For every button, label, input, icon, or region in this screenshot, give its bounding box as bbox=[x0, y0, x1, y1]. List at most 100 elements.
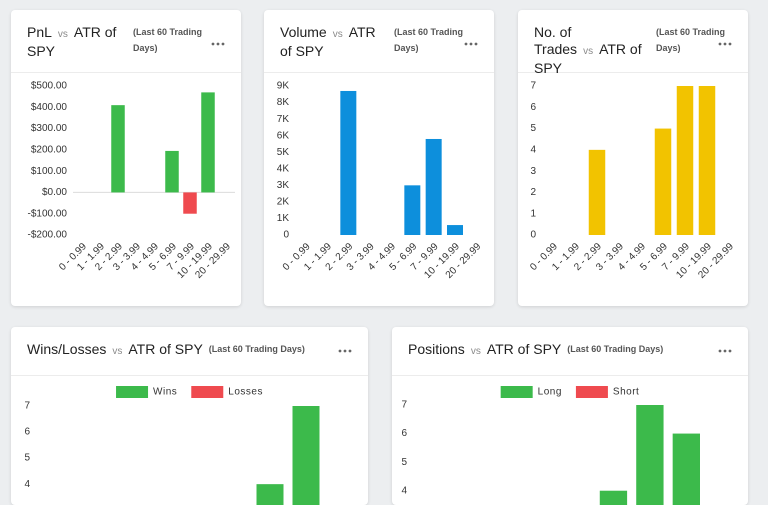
y-tick-label: 6K bbox=[277, 130, 290, 141]
chart-title-secondary: ATR of SPY bbox=[534, 41, 642, 76]
legend-swatch bbox=[500, 386, 533, 398]
chart-title: No. of Trades bbox=[534, 24, 578, 57]
y-tick-label: 7 bbox=[24, 401, 30, 412]
menu-dot bbox=[464, 42, 468, 46]
chart-subtitle: (Last 60 Trading Days) bbox=[567, 344, 664, 354]
bar bbox=[698, 86, 716, 235]
chart-subtitle: (Last 60 Trading Days) bbox=[133, 27, 203, 53]
menu-dot bbox=[338, 349, 342, 353]
card-header: No. of Trades vs ATR of SPY (Last 60 Tradin… bbox=[534, 24, 726, 77]
y-tick-label: 7 bbox=[401, 400, 407, 411]
card-header: Wins/Losses vs ATR of SPY (Last 60 Trading … bbox=[27, 341, 305, 360]
menu-dot bbox=[211, 42, 215, 46]
menu-button[interactable] bbox=[718, 42, 732, 46]
y-tick-label: 0 bbox=[530, 230, 536, 241]
menu-button[interactable] bbox=[718, 349, 732, 353]
y-tick-label: 5 bbox=[401, 457, 407, 468]
chart-title-secondary: ATR of SPY bbox=[486, 341, 562, 357]
menu-dot bbox=[221, 42, 225, 46]
title-connector: vs bbox=[57, 29, 68, 40]
y-tick-label: $0.00 bbox=[42, 187, 67, 198]
bar bbox=[599, 490, 628, 505]
y-tick-label: 6 bbox=[24, 427, 30, 438]
title-block: Wins/Losses vs ATR of SPY bbox=[27, 341, 203, 360]
menu-dot bbox=[343, 349, 347, 353]
legend: Long Short bbox=[500, 386, 639, 398]
title-connector: vs bbox=[112, 346, 123, 357]
title-connector: vs bbox=[583, 46, 594, 57]
chart-title-secondary: ATR of SPY bbox=[128, 341, 203, 357]
bar bbox=[588, 149, 606, 235]
card-header: Volume vs ATR of SPY (Last 60 Trading Days) bbox=[280, 24, 468, 60]
y-tick-label: 7 bbox=[530, 81, 536, 92]
y-tick-label: -$100.00 bbox=[28, 208, 68, 219]
menu-dot bbox=[728, 42, 732, 46]
bar bbox=[183, 192, 197, 214]
card-header-divider bbox=[518, 72, 748, 73]
y-tick-label: $100.00 bbox=[31, 166, 68, 177]
y-tick-label: $200.00 bbox=[31, 144, 68, 155]
card-header-divider bbox=[392, 375, 748, 376]
y-tick-label: 6 bbox=[401, 428, 407, 439]
chart-title: Wins/Losses bbox=[27, 341, 107, 357]
bar bbox=[256, 484, 284, 505]
chart-subtitle: (Last 60 Trading Days) bbox=[208, 344, 305, 354]
y-tick-label: 7K bbox=[277, 114, 290, 125]
legend: Wins Losses bbox=[116, 386, 263, 398]
title-block: PnL vs ATR of SPY bbox=[27, 24, 127, 60]
menu-button[interactable] bbox=[464, 42, 478, 46]
chart-title-secondary: ATR of SPY bbox=[280, 24, 376, 59]
title-connector: vs bbox=[332, 29, 343, 40]
legend-label: Losses bbox=[228, 387, 263, 398]
y-tick-label: 3 bbox=[530, 166, 536, 177]
menu-button[interactable] bbox=[211, 42, 225, 46]
y-tick-label: $500.00 bbox=[31, 81, 68, 92]
bar bbox=[425, 138, 442, 235]
menu-dot bbox=[718, 42, 722, 46]
y-tick-label: 2K bbox=[277, 197, 290, 208]
chart-title: PnL bbox=[27, 24, 52, 40]
menu-dot bbox=[723, 349, 727, 353]
title-block: Volume vs ATR of SPY bbox=[280, 24, 388, 60]
chart-subtitle: (Last 60 Trading Days) bbox=[394, 27, 464, 53]
legend-swatch bbox=[575, 386, 608, 398]
card-header-divider bbox=[11, 72, 241, 73]
bar bbox=[676, 86, 694, 235]
legend-label: Wins bbox=[153, 387, 177, 398]
menu-dot bbox=[469, 42, 473, 46]
y-tick-label: 1 bbox=[530, 208, 536, 219]
menu-button[interactable] bbox=[338, 349, 352, 353]
y-tick-label: 4 bbox=[401, 485, 407, 496]
bar bbox=[636, 405, 664, 505]
bar bbox=[201, 92, 215, 193]
bar bbox=[654, 128, 672, 235]
bar bbox=[447, 225, 463, 235]
y-tick-label: $300.00 bbox=[31, 123, 68, 134]
y-tick-label: 4K bbox=[277, 163, 290, 174]
y-tick-label: 5 bbox=[24, 453, 30, 464]
card-header: PnL vs ATR of SPY (Last 60 Trading Days) bbox=[27, 24, 219, 60]
card-header-divider bbox=[11, 375, 368, 376]
legend-swatch bbox=[191, 386, 224, 398]
bar bbox=[292, 406, 320, 505]
y-tick-label: 6 bbox=[530, 102, 536, 113]
y-tick-label: 0 bbox=[283, 230, 289, 241]
y-tick-label: $400.00 bbox=[31, 102, 68, 113]
y-tick-label: 2 bbox=[530, 187, 536, 198]
bar bbox=[165, 150, 179, 193]
y-tick-label: -$200.00 bbox=[28, 230, 68, 241]
title-block: Positions vs ATR of SPY bbox=[408, 341, 561, 360]
chart-title-secondary: ATR of SPY bbox=[27, 24, 117, 59]
legend-label: Long bbox=[538, 387, 562, 398]
y-tick-label: 5 bbox=[530, 123, 536, 134]
y-tick-label: 9K bbox=[277, 81, 290, 92]
title-block: No. of Trades vs ATR of SPY bbox=[534, 24, 650, 77]
card bbox=[264, 10, 494, 306]
bar bbox=[340, 90, 357, 235]
bar bbox=[672, 433, 700, 505]
chart-subtitle: (Last 60 Trading Days) bbox=[656, 27, 726, 53]
menu-dot bbox=[216, 42, 220, 46]
menu-dot bbox=[348, 349, 352, 353]
